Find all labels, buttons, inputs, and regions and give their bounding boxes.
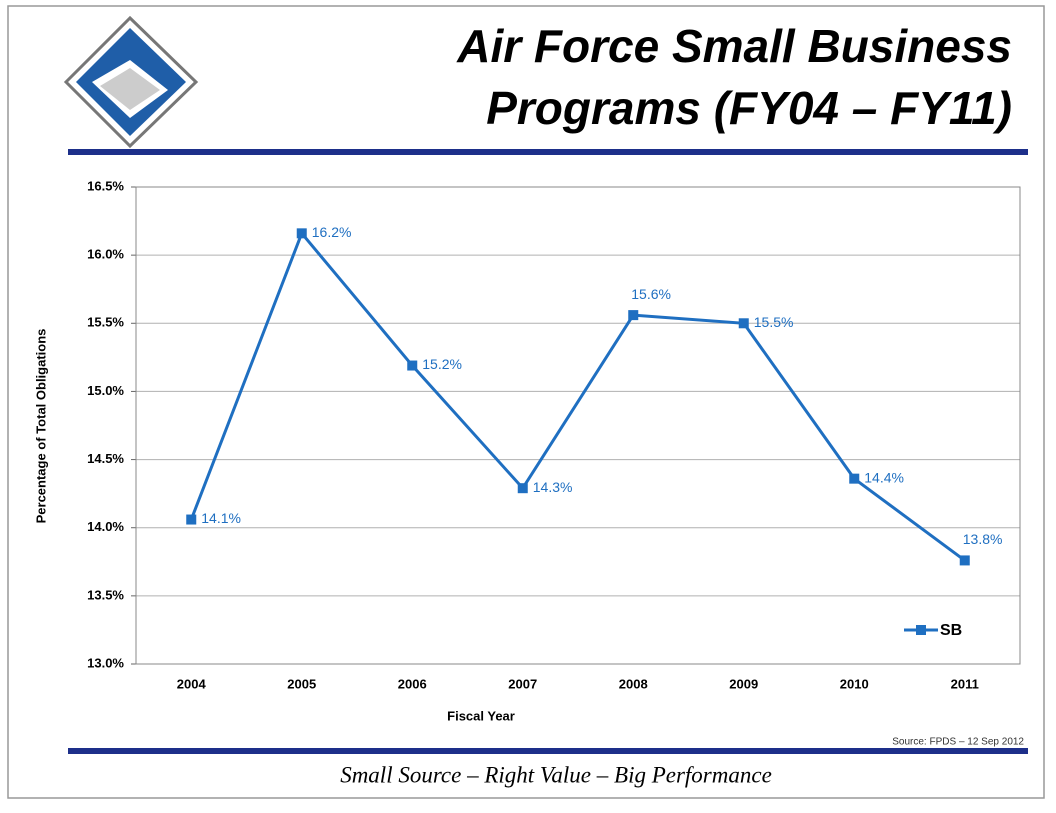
data-label: 16.2% (312, 224, 352, 240)
y-tick-label: 13.5% (87, 587, 124, 602)
x-tick-label: 2010 (840, 676, 869, 691)
x-tick-label: 2007 (508, 676, 537, 691)
point-marker (959, 555, 970, 566)
data-label: 15.5% (754, 314, 794, 330)
point-marker (738, 318, 749, 329)
footer-rule (68, 748, 1028, 754)
x-tick-label: 2006 (398, 676, 427, 691)
plot-frame (135, 186, 1021, 665)
tagline: Small Source – Right Value – Big Perform… (340, 762, 772, 787)
y-tick-label: 15.0% (87, 383, 124, 398)
point-marker (517, 483, 528, 494)
y-tick-label: 14.5% (87, 451, 124, 466)
title-line: Air Force Small Business (456, 20, 1012, 72)
data-label: 14.4% (864, 469, 904, 485)
x-axis-title: Fiscal Year (447, 708, 515, 723)
y-tick-label: 14.0% (87, 519, 124, 534)
x-tick-label: 2004 (177, 676, 207, 691)
title-line: Programs (FY04 – FY11) (486, 82, 1012, 134)
y-tick-label: 16.0% (87, 247, 124, 262)
legend-label: SB (940, 622, 962, 639)
data-label: 14.1% (201, 510, 241, 526)
y-tick-label: 15.5% (87, 315, 124, 330)
logo (63, 15, 199, 149)
y-axis-title: Percentage of Total Obligations (33, 329, 48, 524)
point-marker (186, 514, 197, 525)
point-marker (296, 228, 307, 239)
x-tick-label: 2008 (619, 676, 648, 691)
legend-marker (916, 625, 926, 635)
y-tick-label: 13.0% (87, 655, 124, 670)
point-marker (849, 473, 860, 484)
y-tick-label: 16.5% (87, 178, 124, 193)
source-note: Source: FPDS – 12 Sep 2012 (892, 737, 1024, 748)
data-label: 13.8% (963, 531, 1003, 547)
slide-frame (7, 5, 1045, 799)
header-rule (68, 149, 1028, 155)
series-line (189, 230, 966, 562)
point-marker (628, 310, 639, 321)
point-marker (407, 360, 418, 371)
data-label: 15.2% (422, 356, 462, 372)
x-tick-label: 2011 (951, 676, 979, 691)
data-label: 15.6% (631, 286, 671, 302)
data-label: 14.3% (533, 479, 573, 495)
x-tick-label: 2009 (729, 676, 758, 691)
x-tick-label: 2005 (287, 676, 316, 691)
